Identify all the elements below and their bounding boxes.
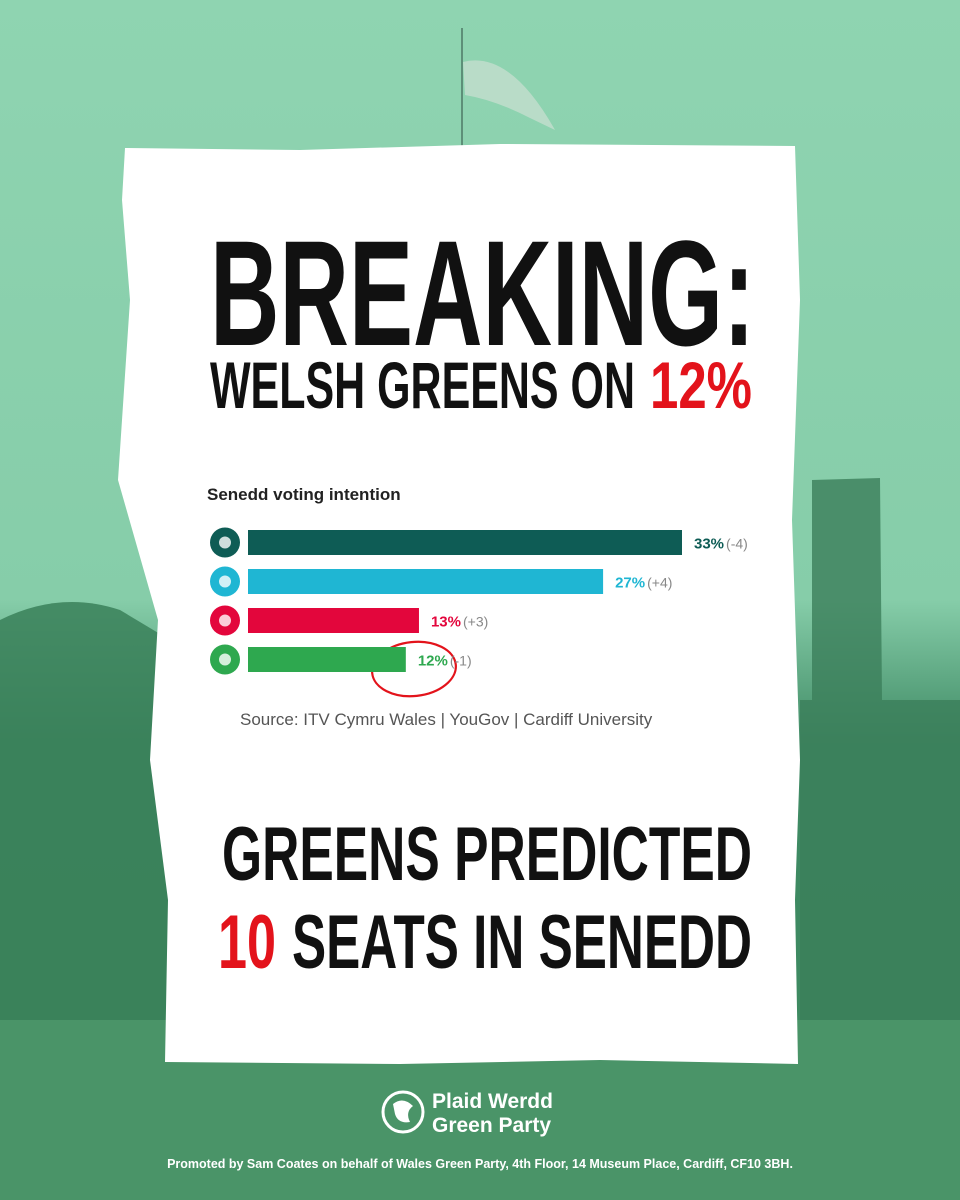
trees: [0, 602, 170, 1030]
logo: Plaid Werdd Green Party: [381, 1090, 553, 1137]
headline: WELSH GREENS ON: [210, 348, 635, 422]
value-label: 12%: [418, 653, 448, 670]
castle: [800, 478, 960, 1030]
subheadline-highlight: 10: [218, 900, 276, 985]
change-label: (+4): [647, 575, 672, 591]
headline-highlight: 12%: [650, 348, 752, 422]
value-label: 13%: [431, 614, 461, 631]
logo-text: Green Party: [432, 1114, 551, 1137]
logo-icon: [381, 1090, 425, 1134]
logo-text: Plaid Werdd: [432, 1090, 553, 1113]
logo-icon: [393, 1100, 413, 1123]
party-logo: [219, 575, 231, 588]
flag: [463, 60, 555, 130]
headline: BREAKING:: [210, 209, 755, 377]
bar: [248, 608, 419, 633]
annotation-circle: [371, 640, 457, 698]
change-label: (-4): [726, 536, 748, 552]
subheadline: SEATS IN SENEDD: [292, 900, 752, 985]
party-logo: [219, 614, 231, 627]
change-label: (-1): [450, 653, 472, 669]
chart-title: Senedd voting intention: [207, 485, 401, 504]
imprint: Promoted by Sam Coates on behalf of Wale…: [167, 1157, 793, 1171]
bar: [248, 647, 406, 672]
change-label: (+3): [463, 614, 488, 630]
chart-source: Source: ITV Cymru Wales | YouGov | Cardi…: [240, 710, 653, 729]
bar: [248, 530, 682, 555]
subheadline: GREENS PREDICTED: [222, 812, 752, 897]
party-logo: [219, 653, 231, 666]
paper: [118, 144, 800, 1064]
party-logo: [219, 536, 231, 549]
bar: [248, 569, 604, 594]
value-label: 27%: [615, 575, 645, 592]
value-label: 33%: [694, 536, 724, 553]
chart: Senedd voting intention Source: ITV Cymr…: [207, 485, 748, 729]
